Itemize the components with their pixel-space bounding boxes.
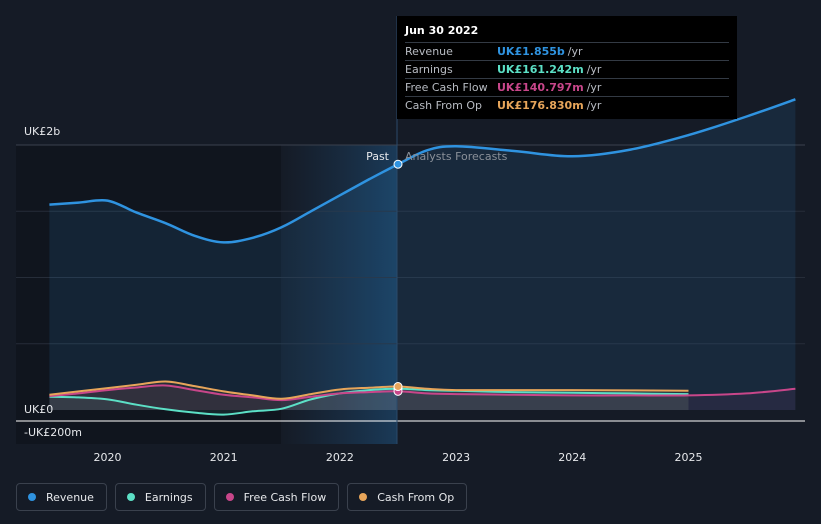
- x-axis-ticks: 2020 2021 2022 2023 2024 2025: [94, 451, 703, 464]
- legend-item-revenue[interactable]: Revenue: [16, 483, 107, 511]
- y-label-zero: UK£0: [24, 403, 53, 416]
- tooltip-value: UK£161.242m: [497, 63, 584, 76]
- x-tick-label: 2020: [94, 451, 122, 464]
- tooltip-label: Revenue: [405, 45, 453, 58]
- forecast-label: Analysts Forecasts: [405, 150, 508, 163]
- current-markers: [393, 159, 403, 396]
- legend-label: Earnings: [144, 490, 193, 504]
- tooltip-value: UK£1.855b: [497, 45, 565, 58]
- x-tick-label: 2022: [326, 451, 354, 464]
- x-tick-label: 2025: [675, 451, 703, 464]
- tooltip-row-earnings: Earnings UK£161.242m /yr: [405, 60, 729, 78]
- tooltip-label: Earnings: [405, 63, 453, 76]
- gridlines: [16, 144, 805, 422]
- tooltip-row-free-cash-flow: Free Cash Flow UK£140.797m /yr: [405, 78, 729, 96]
- tooltip-unit: /yr: [586, 81, 602, 94]
- tooltip-unit: /yr: [586, 99, 602, 112]
- legend: Revenue Earnings Free Cash Flow Cash Fro…: [16, 483, 475, 511]
- tooltip-row-cash-from-op: Cash From Op UK£176.830m /yr: [405, 96, 729, 114]
- legend-dot-icon: [126, 493, 135, 501]
- free-cash-flow-line: [49, 384, 796, 402]
- x-tick-label: 2024: [558, 451, 586, 464]
- tooltip-value: UK£176.830m: [497, 99, 584, 112]
- free-cash-flow-area: [49, 385, 796, 410]
- past-label: Past: [366, 150, 390, 163]
- cash-from-op-area: [49, 381, 689, 410]
- cash-from-op-marker: [393, 382, 403, 392]
- legend-item-free-cash-flow[interactable]: Free Cash Flow: [213, 483, 340, 511]
- revenue-area: [49, 99, 796, 411]
- tooltip-value: UK£140.797m: [497, 81, 584, 94]
- tooltip-unit: /yr: [586, 63, 602, 76]
- y-label-top: UK£2b: [24, 125, 60, 138]
- y-label-bottom: -UK£200m: [24, 426, 82, 439]
- tooltip-label: Free Cash Flow: [405, 81, 488, 94]
- legend-dot-icon: [225, 493, 234, 501]
- x-tick-label: 2021: [210, 451, 238, 464]
- legend-label: Free Cash Flow: [243, 490, 327, 504]
- legend-item-cash-from-op[interactable]: Cash From Op: [347, 483, 468, 511]
- legend-item-earnings[interactable]: Earnings: [114, 483, 206, 511]
- cash-from-op-line: [49, 380, 689, 400]
- tooltip-row-revenue: Revenue UK£1.855b /yr: [405, 42, 729, 60]
- tooltip-date: Jun 30 2022: [405, 24, 479, 37]
- tooltip-unit: /yr: [567, 45, 583, 58]
- tooltip: Jun 30 2022 Revenue UK£1.855b /yr Earnin…: [397, 16, 737, 119]
- legend-label: Cash From Op: [377, 490, 455, 504]
- earnings-line: [49, 387, 689, 416]
- legend-label: Revenue: [46, 490, 94, 504]
- tooltip-label: Cash From Op: [405, 99, 483, 112]
- legend-dot-icon: [359, 493, 368, 501]
- x-tick-label: 2023: [442, 451, 470, 464]
- revenue-line: [49, 98, 796, 244]
- series-lines: [49, 98, 796, 416]
- legend-dot-icon: [28, 493, 36, 501]
- revenue-marker: [393, 159, 403, 169]
